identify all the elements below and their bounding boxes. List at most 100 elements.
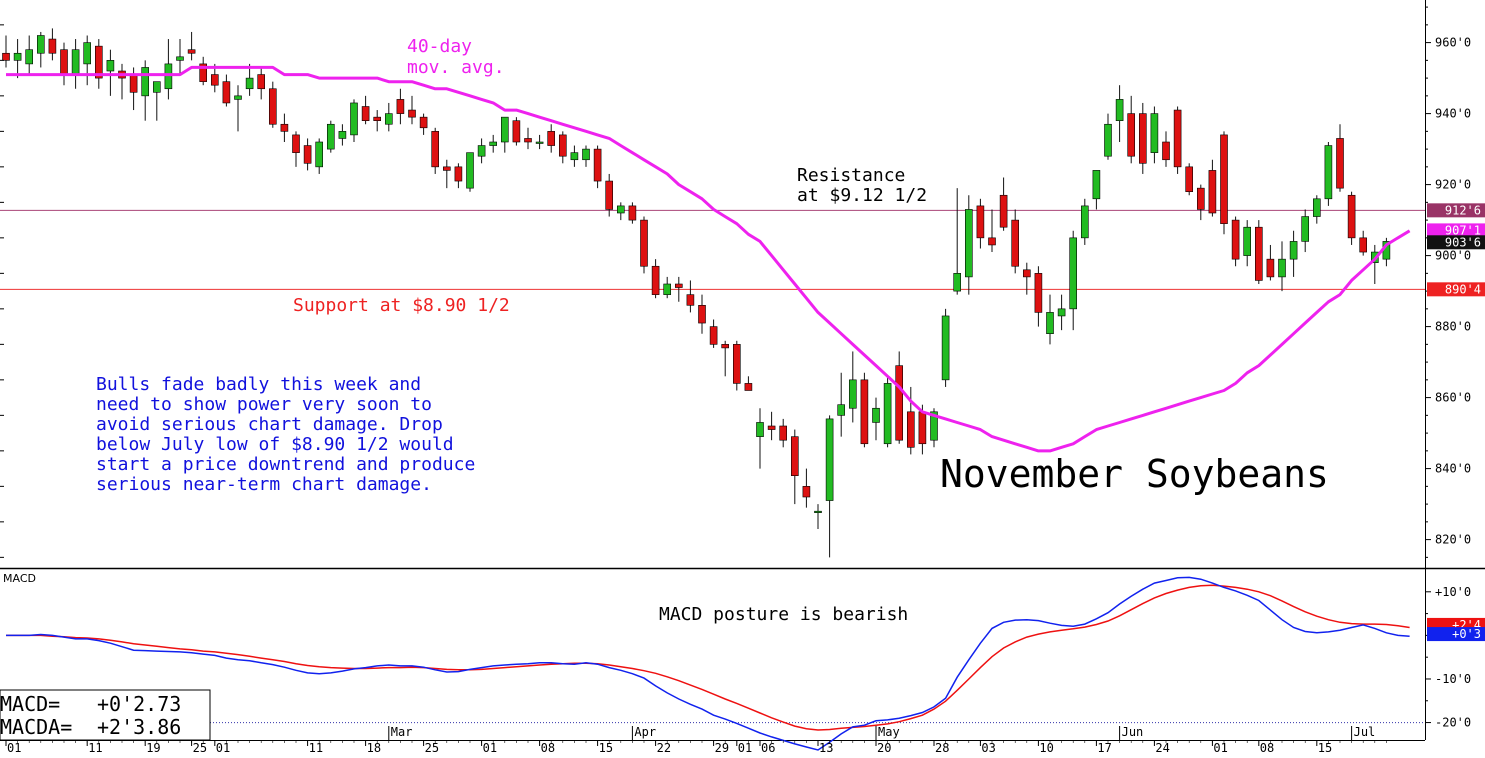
macd-series-line <box>6 576 1410 751</box>
macd-readout-value: +0'2.73 <box>97 692 181 716</box>
macd-readout: MACD= +0'2.73 MACDA= +2'3.86 <box>0 689 211 741</box>
candle-body <box>732 344 741 384</box>
month-tick-label: Jul <box>1354 725 1376 739</box>
candle-body <box>1278 258 1286 278</box>
candle-body <box>1057 308 1066 317</box>
candle-body <box>674 283 683 288</box>
resistance-label-line1: Resistance <box>797 165 905 186</box>
candle-body <box>2 52 10 61</box>
candle-body <box>790 436 799 476</box>
candle-body <box>48 38 57 54</box>
candle-body <box>361 106 370 121</box>
price-tick-label: 860'0 <box>1435 391 1471 405</box>
candle-body <box>153 81 161 93</box>
candle-body <box>698 304 706 324</box>
reference-lines-layer <box>0 209 1425 290</box>
candle-body <box>1336 138 1344 189</box>
candle-body <box>1139 113 1147 164</box>
day-tick-label: 11 <box>309 741 323 755</box>
price-tick-label: 820'0 <box>1435 533 1471 547</box>
candle-body <box>1081 205 1089 239</box>
support-label: Support at $8.90 1/2 <box>293 295 510 316</box>
candle-body <box>1255 226 1263 281</box>
candle-body <box>906 411 915 448</box>
candle-body <box>1011 219 1020 267</box>
macda-readout-value: +2'3.86 <box>97 715 181 739</box>
day-tick-label: 24 <box>1155 741 1169 755</box>
candle-body <box>1197 187 1205 210</box>
macd-series-line <box>6 584 1410 731</box>
price-tick-label: 840'0 <box>1435 462 1471 476</box>
reference-tag-box <box>1427 203 1485 218</box>
candle-body <box>570 152 579 161</box>
commentary-line: start a price downtrend and produce <box>96 454 475 475</box>
candle-body <box>883 383 892 445</box>
candle-body <box>164 63 173 90</box>
moving-average-layer <box>6 65 1411 453</box>
day-tick-label: 03 <box>981 741 995 755</box>
candle-body <box>918 411 927 445</box>
candle-body <box>593 148 602 182</box>
commentary-line: avoid serious chart damage. Drop <box>96 414 443 435</box>
candle-body <box>1289 241 1298 260</box>
price-tag-box <box>1427 223 1485 238</box>
candle-body <box>454 166 463 182</box>
candle-body <box>999 194 1008 228</box>
commentary-line: below July low of $8.90 1/2 would <box>96 434 454 455</box>
month-tick-label: May <box>878 725 900 739</box>
candle-body <box>326 123 335 150</box>
day-tick-label: 11 <box>88 741 102 755</box>
candle-body <box>988 237 996 246</box>
candle-body <box>280 123 289 132</box>
price-tick-label: 900'0 <box>1435 249 1471 263</box>
candle-body <box>524 138 532 143</box>
day-tick-label: 06 <box>761 741 775 755</box>
candle-body <box>1347 194 1356 239</box>
candle-body <box>1034 273 1043 313</box>
candle-body <box>941 315 950 381</box>
candle-body <box>431 131 440 168</box>
candle-body <box>338 131 347 139</box>
candle-body <box>686 294 695 306</box>
candle-body <box>872 407 880 423</box>
day-tick-label: 25 <box>425 741 439 755</box>
candle-body <box>234 95 242 100</box>
candle-body <box>268 88 277 125</box>
candle-body <box>953 273 962 292</box>
candle-body <box>500 116 509 143</box>
candle-body <box>616 205 625 214</box>
macd-tag-label: +0'3 <box>1452 627 1481 641</box>
month-tick-label: Mar <box>391 725 413 739</box>
candle-body <box>350 102 358 136</box>
day-tick-label: 01 <box>738 741 752 755</box>
reference-tag-label: 890'4 <box>1445 282 1481 296</box>
candle-body <box>129 74 138 93</box>
day-tick-label: 01 <box>1213 741 1227 755</box>
price-ticks-layer: 820'0 840'0 860'0 880'0 900'0 920'0 940'0 960'0… <box>0 6 1485 558</box>
candle-body <box>1208 170 1217 214</box>
price-tick-label: 880'0 <box>1435 320 1471 334</box>
candle-body <box>1104 123 1112 157</box>
candle-body <box>640 219 648 267</box>
day-tick-label: 01 <box>7 741 21 755</box>
candle-body <box>141 67 149 97</box>
candle-body <box>605 180 614 210</box>
candle-body <box>83 42 91 65</box>
candle-body <box>60 49 68 75</box>
day-tick-label: 25 <box>193 741 207 755</box>
candle-body <box>744 383 753 391</box>
price-tick-label: 960'0 <box>1435 36 1471 50</box>
candle-body <box>721 344 730 349</box>
candle-body <box>1185 166 1193 193</box>
day-tick-label: 20 <box>877 741 891 755</box>
candle-body <box>1092 170 1101 200</box>
macd-annotation: MACD posture is bearish <box>659 604 908 625</box>
candle-body <box>25 49 34 65</box>
macd-readout-label: MACD= <box>0 692 60 716</box>
candle-body <box>1150 113 1159 153</box>
candle-body <box>396 99 405 114</box>
candle-body <box>1324 145 1333 200</box>
candle-body <box>651 265 660 295</box>
day-tick-label: 15 <box>599 741 613 755</box>
candle-body <box>895 365 904 441</box>
